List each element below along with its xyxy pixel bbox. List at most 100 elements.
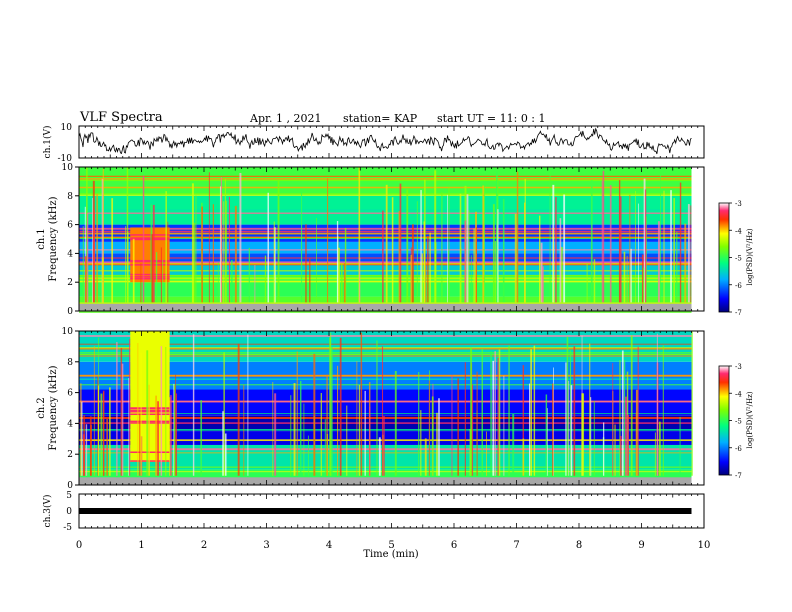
- spectrogram-line-v: [217, 262, 219, 303]
- ch2-spectrogram-image: [79, 331, 693, 486]
- spectrogram-line-v: [378, 437, 381, 476]
- spectrogram-line-v: [337, 365, 339, 476]
- spectrogram-line-h: [79, 310, 692, 313]
- spectrogram-burst-line: [130, 264, 170, 266]
- spectrogram-line-v: [195, 195, 197, 303]
- spectrogram-line-h: [79, 178, 692, 180]
- spectrogram-line-v: [151, 234, 154, 303]
- spectrogram-line-v: [427, 235, 429, 303]
- spectrogram-line-v: [267, 192, 269, 303]
- spectrogram-line-v: [324, 419, 326, 476]
- spectrogram-line-h: [79, 230, 692, 233]
- spectrogram-line-h: [79, 270, 692, 272]
- spectrogram-line-v: [356, 361, 358, 476]
- spectrogram-line-v: [406, 189, 409, 303]
- spectrogram-line-v: [326, 374, 328, 476]
- spectrogram-line-v: [451, 374, 453, 476]
- spectrogram-line-v: [272, 382, 274, 476]
- spectrogram-line-v: [411, 224, 414, 303]
- spectrogram-line-v: [623, 360, 626, 476]
- time-axis: 0 1 2 3 4 5 6 7 8 9 10: [76, 126, 710, 551]
- spectrogram-line-v: [293, 383, 296, 476]
- spectrogram-line-h: [79, 261, 692, 264]
- spectrogram-line-v: [148, 384, 150, 476]
- spectrogram-line-v: [165, 191, 167, 303]
- ch1-colorbar-tick-label: -6: [735, 282, 742, 290]
- spectrogram-line-v: [155, 252, 158, 303]
- spectrogram-line-v: [360, 332, 363, 476]
- spectrogram-burst-line: [130, 276, 170, 278]
- spectrogram-line-v: [553, 367, 554, 476]
- spectrogram-line-v: [626, 255, 628, 303]
- spectrogram-burst-line: [130, 277, 170, 280]
- spectrogram-line-v: [85, 424, 88, 476]
- spectrogram-line-h: [79, 175, 692, 177]
- spectrogram-line-v: [684, 223, 687, 303]
- spectrogram-line-v: [508, 345, 510, 476]
- spectrogram-line-v: [224, 433, 227, 476]
- spectrogram-line-v: [619, 360, 621, 476]
- spectrogram-line-v: [231, 260, 233, 303]
- spectrogram-line-v: [346, 405, 348, 476]
- spectrogram-line-v: [398, 211, 401, 303]
- ch2-colorbar-label: log(PSD)(V²/Hz): [746, 391, 754, 448]
- spectrogram-line-v: [589, 343, 591, 476]
- spectrogram-line-v: [644, 189, 647, 303]
- spectrogram-line-v: [476, 227, 478, 303]
- spectrogram-line-v: [492, 204, 495, 303]
- time-tick-label: 0: [76, 540, 82, 551]
- spectrogram-line-v: [670, 190, 672, 303]
- ch1-spectrogram-image: [79, 167, 692, 313]
- spectrogram-line-v: [654, 432, 656, 476]
- spectrogram-line-h: [79, 227, 692, 230]
- spectrogram-line-v: [320, 392, 322, 476]
- spectrogram-line-v: [553, 227, 555, 303]
- spectrogram-line-v: [635, 191, 636, 303]
- spectrogram-line-v: [92, 180, 95, 303]
- spectrogram-line-v: [82, 434, 85, 476]
- ch2-colorbar-tick-label: -5: [735, 418, 742, 426]
- spectrogram-line-v: [434, 170, 437, 303]
- spectrogram-line-v: [420, 190, 422, 303]
- spectrogram-line-h: [79, 236, 692, 239]
- spectrogram-line-v: [593, 259, 596, 303]
- spectrogram-line-v: [225, 200, 227, 303]
- spectrogram-line-v: [524, 202, 526, 303]
- spectrogram-line-v: [313, 353, 316, 476]
- spectrogram-line-v: [234, 205, 237, 303]
- spectrogram-line-v: [623, 251, 626, 303]
- spectrogram-line-v: [125, 226, 126, 303]
- spectrogram-line-h: [79, 378, 692, 380]
- spectrogram-line-h: [79, 384, 692, 386]
- spectrogram-line-v: [382, 210, 384, 303]
- spectrogram-line-v: [498, 349, 501, 476]
- spectrogram-line-v: [162, 259, 164, 303]
- spectrogram-line-v: [662, 345, 664, 476]
- spectrogram-line-v: [97, 385, 100, 476]
- time-tick-label: 8: [576, 540, 582, 551]
- spectrogram-line-v: [116, 342, 118, 476]
- spectrogram-line-v: [391, 197, 394, 303]
- spectrogram-line-v: [420, 410, 422, 476]
- spectrogram-line-v: [552, 383, 554, 476]
- spectrogram-burst-line: [130, 259, 170, 262]
- spectrogram-line-v: [555, 196, 557, 303]
- spectrogram-line-v: [566, 336, 569, 476]
- ch2-spectrogram-ylabel-line2: Frequency (kHz): [48, 365, 59, 450]
- spectrogram-band: [79, 263, 692, 275]
- spectrogram-line-v: [97, 376, 99, 476]
- spectrogram-line-v: [581, 393, 584, 476]
- spectrogram-line-v: [399, 183, 402, 303]
- spectrogram-line-v: [359, 257, 361, 303]
- spectrogram-line-v: [102, 168, 104, 303]
- spectrogram-line-v: [305, 224, 307, 303]
- spectrogram-line-h: [79, 186, 692, 189]
- spectrogram-line-v: [140, 263, 142, 303]
- spectrogram-line-v: [106, 418, 108, 476]
- spectrogram-line-v: [516, 217, 518, 303]
- spectrogram-line-v: [111, 198, 114, 303]
- time-tick-label: 2: [201, 540, 207, 551]
- spectrogram-line-v: [175, 393, 178, 476]
- spectrogram-line-v: [482, 185, 485, 303]
- spectrogram-line-v: [418, 371, 420, 476]
